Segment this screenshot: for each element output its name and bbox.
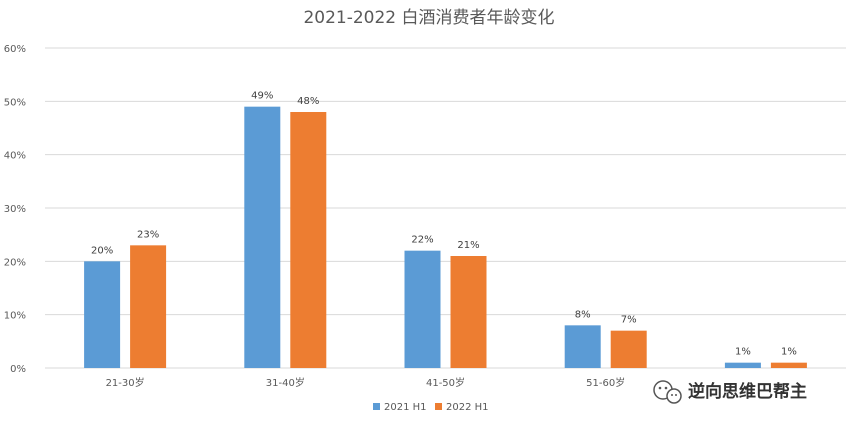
watermark-text: 逆向思维巴帮主 xyxy=(688,381,807,402)
bar xyxy=(610,330,647,368)
watermark: 逆向思维巴帮主 xyxy=(653,380,807,404)
data-label: 20% xyxy=(91,245,113,256)
y-tick-label: 60% xyxy=(4,44,26,55)
bar xyxy=(724,362,761,368)
legend-label: 2021 H1 xyxy=(384,402,427,413)
y-axis-tick-labels: 0% 10% 20% 30% 40% 50% 60% xyxy=(4,44,26,375)
bar xyxy=(84,261,121,368)
data-label: 1% xyxy=(781,347,797,358)
bars xyxy=(84,106,807,369)
chart-title: 2021-2022 白酒消费者年龄变化 xyxy=(303,8,554,28)
data-label: 8% xyxy=(575,309,591,320)
x-category-label: 51-60岁 xyxy=(586,376,625,389)
gridlines xyxy=(45,47,846,369)
data-labels: 20% 23% 49% 48% 22% 21% 8% 7% 1% 1% xyxy=(91,91,797,358)
x-category-label: 41-50岁 xyxy=(426,376,465,389)
y-tick-label: 0% xyxy=(10,364,26,375)
bar xyxy=(290,112,327,368)
wechat-icon xyxy=(653,380,682,404)
bar xyxy=(244,106,281,369)
bar xyxy=(404,250,441,368)
y-tick-label: 10% xyxy=(4,311,26,322)
legend-swatch xyxy=(373,403,380,410)
bar xyxy=(564,325,601,368)
legend-label: 2022 H1 xyxy=(446,402,489,413)
legend-swatch xyxy=(435,403,442,410)
data-label: 21% xyxy=(457,240,479,251)
x-category-label: 21-30岁 xyxy=(106,376,145,389)
bar xyxy=(130,245,167,368)
y-tick-label: 30% xyxy=(4,204,26,215)
x-axis-category-labels: 21-30岁 31-40岁 41-50岁 51-60岁 xyxy=(106,376,626,389)
x-category-label: 31-40岁 xyxy=(266,376,305,389)
data-label: 7% xyxy=(621,315,637,326)
y-tick-label: 20% xyxy=(4,257,26,268)
data-label: 23% xyxy=(137,229,159,240)
data-label: 1% xyxy=(735,347,751,358)
data-label: 49% xyxy=(251,91,273,102)
y-tick-label: 50% xyxy=(4,97,26,108)
bar xyxy=(770,362,807,368)
data-label: 22% xyxy=(411,235,433,246)
y-tick-label: 40% xyxy=(4,151,26,162)
data-label: 48% xyxy=(297,96,319,107)
bar xyxy=(450,256,487,368)
legend: 2021 H1 2022 H1 xyxy=(373,402,489,413)
